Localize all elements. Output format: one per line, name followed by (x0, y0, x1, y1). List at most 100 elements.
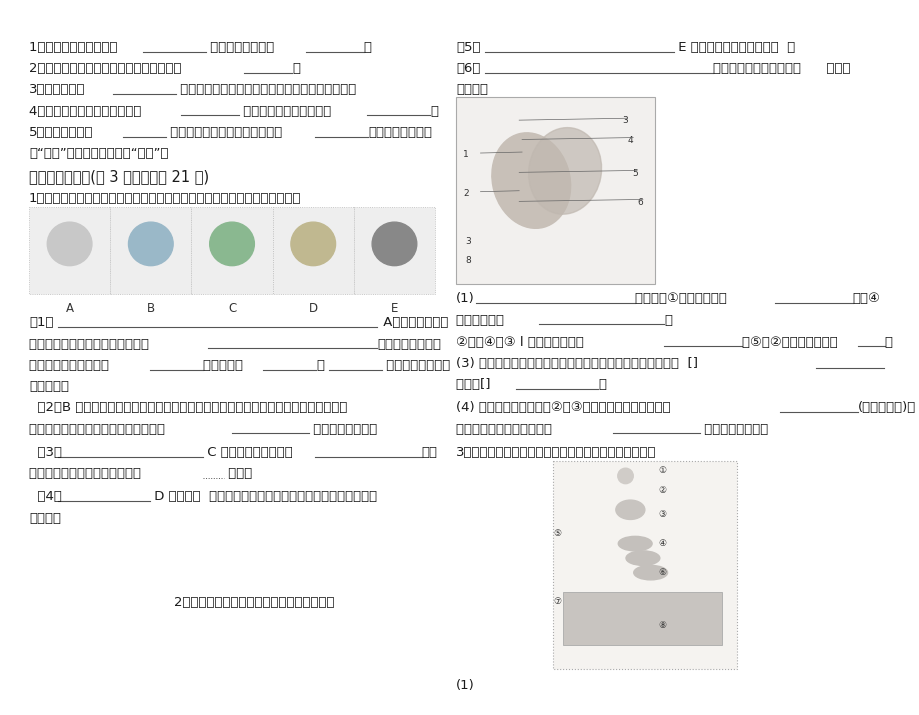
Bar (552, 461, 736, 669)
Text: ⑦: ⑦ (553, 597, 562, 606)
Text: 三、识图分析题(共 3 个小题，共 21 分): 三、识图分析题(共 3 个小题，共 21 分) (29, 169, 209, 184)
Bar (110, 207, 191, 294)
Ellipse shape (618, 536, 652, 551)
Text: ④: ④ (657, 539, 665, 548)
Bar (562, 592, 721, 645)
Text: ⑧: ⑧ (657, 621, 665, 630)
Text: ，: ， (363, 41, 371, 54)
Text: ；前肢变成: ；前肢变成 (203, 359, 247, 372)
Text: 达，牽动两翅完成: 达，牽动两翅完成 (381, 359, 449, 372)
Text: (3) 人体血液循环分为体循环和肺循环，其中肺循环的起点是  []: (3) 人体血液循环分为体循环和肺循环，其中肺循环的起点是 [] (456, 357, 706, 370)
Text: (1): (1) (456, 292, 474, 305)
Text: B: B (147, 302, 154, 315)
Text: 。: 。 (597, 378, 606, 391)
Text: C 肺不发达，需要借助: C 肺不发达，需要借助 (203, 446, 297, 459)
Text: ⑥: ⑥ (657, 568, 665, 577)
Text: C: C (228, 302, 236, 315)
Bar (456, 97, 653, 284)
Text: 4: 4 (627, 136, 632, 144)
Text: 等作用。: 等作用。 (29, 512, 61, 525)
Text: 3．反射是通过: 3．反射是通过 (29, 84, 85, 97)
Text: (结合或分离)状: (结合或分离)状 (857, 402, 914, 415)
Text: E 在生殖发育方面的特点为  。: E 在生殖发育方面的特点为 。 (673, 41, 794, 54)
Text: ②: ② (657, 485, 665, 495)
Bar (272, 207, 354, 294)
Text: (1): (1) (456, 679, 474, 692)
Text: 飞翔动作。: 飞翔动作。 (29, 380, 69, 393)
Text: 呼吸。: 呼吸。 (224, 467, 253, 480)
Text: 2: 2 (462, 189, 469, 198)
Text: 对外界或内部的各种刺激所发生的有规律的反应。: 对外界或内部的各种刺激所发生的有规律的反应。 (176, 84, 356, 97)
Text: （5）: （5） (456, 41, 481, 54)
Text: 1、图依次为家鲸、鲤鱼、青蛙、蜗虫、大熊猫五种动物，请据图回答问题。: 1、图依次为家鲸、鲤鱼、青蛙、蜗虫、大熊猫五种动物，请据图回答问题。 (29, 192, 301, 204)
Bar (191, 207, 272, 294)
Circle shape (618, 468, 632, 483)
Text: 3: 3 (464, 237, 471, 246)
Text: 。: 。 (430, 104, 437, 118)
Bar (354, 207, 435, 294)
Text: 写字母）: 写字母） (456, 84, 488, 97)
Text: 的“门户”，又是气体交换的“窗口”。: 的“门户”，又是气体交换的“窗口”。 (29, 147, 168, 160)
Text: A类多数能飞翔，: A类多数能飞翔， (379, 317, 448, 330)
Text: ⑤: ⑤ (553, 529, 562, 538)
Text: ；: ； (316, 359, 323, 372)
Text: A: A (65, 302, 74, 315)
Text: 是新鲜的鱼，这是由于鳃里面有丰富的: 是新鲜的鱼，这是由于鳃里面有丰富的 (29, 423, 174, 435)
Ellipse shape (290, 222, 335, 266)
Text: ②图中④和③ l 之间的瓣膜叫做: ②图中④和③ l 之间的瓣膜叫做 (456, 336, 588, 349)
Text: ，可以减小飞行时: ，可以减小飞行时 (377, 337, 440, 350)
Text: D 的体表有  ，具有保护和支持内部柔软器官、防止水分蒸发: D 的体表有 ，具有保护和支持内部柔软器官、防止水分蒸发 (150, 490, 377, 503)
Text: （4）: （4） (29, 490, 62, 503)
Ellipse shape (633, 566, 667, 580)
Text: 5．叶片由表皮、: 5．叶片由表皮、 (29, 126, 94, 139)
Text: 图中体内无脊柱的动物是      （请填: 图中体内无脊柱的动物是 （请填 (711, 62, 849, 75)
Text: (4) 在血液循环过程中，②和③的血液中红细胞与氧处于: (4) 在血液循环过程中，②和③的血液中红细胞与氧处于 (456, 402, 675, 415)
Ellipse shape (47, 222, 92, 266)
Text: 空气的阻力；体表被覆: 空气的阻力；体表被覆 (29, 359, 113, 372)
Ellipse shape (492, 133, 570, 228)
Text: 进行了气体交换。: 进行了气体交换。 (699, 423, 767, 435)
Text: 与其生活相适应的特征有：身体呈: 与其生活相适应的特征有：身体呈 (29, 337, 153, 350)
Text: 叶脉三部分组成，表皮上分布有: 叶脉三部分组成，表皮上分布有 (166, 126, 290, 139)
Text: 终点是[]: 终点是[] (456, 378, 499, 391)
Text: 3、如图表示消化系统结构模式图，据图回答下列问题。: 3、如图表示消化系统结构模式图，据图回答下列问题。 (456, 446, 656, 459)
Text: 态，原因是这条循环途径在: 态，原因是这条循环途径在 (456, 423, 556, 435)
Ellipse shape (129, 222, 173, 266)
Ellipse shape (625, 551, 659, 566)
Ellipse shape (615, 500, 644, 519)
Text: 3: 3 (622, 117, 628, 125)
Text: 1: 1 (462, 150, 469, 159)
Text: 4．人体神经调节的基本方式是: 4．人体神经调节的基本方式是 (29, 104, 145, 118)
Text: ，: ， (291, 62, 300, 75)
Text: 5: 5 (631, 169, 638, 179)
Text: 呼吸，幼体必须生活在水中，用: 呼吸，幼体必须生活在水中，用 (29, 467, 145, 480)
Text: ，它既是蒸腾作用: ，它既是蒸腾作用 (368, 126, 432, 139)
Text: （6）: （6） (456, 62, 481, 75)
Text: 它分泌的消化液叫: 它分泌的消化液叫 (206, 41, 278, 54)
Ellipse shape (371, 222, 416, 266)
Ellipse shape (210, 222, 254, 266)
Text: 。: 。 (664, 313, 672, 327)
Text: ①: ① (657, 466, 665, 475)
Text: D: D (309, 302, 317, 315)
Text: 1．人体最大的消化腺是: 1．人体最大的消化腺是 (29, 41, 121, 54)
Text: 8: 8 (464, 257, 471, 265)
Text: 中流的血液是: 中流的血液是 (456, 313, 508, 327)
Text: 血管④: 血管④ (852, 292, 879, 305)
Text: （2）B 生活在水中，它的呼吸器官是鳃，在市场上买鱼，如果鳃的颜色是鲜红色，则: （2）B 生活在水中，它的呼吸器官是鳃，在市场上买鱼，如果鳃的颜色是鲜红色，则 (29, 402, 347, 415)
Text: 可以进行气体交换: 可以进行气体交换 (309, 423, 377, 435)
Text: ③: ③ (657, 510, 665, 519)
Text: 2、下图是人体心脏结构示意图，请据图回答: 2、下图是人体心脏结构示意图，请据图回答 (174, 596, 335, 608)
Text: （3）: （3） (29, 446, 62, 459)
Text: 。: 。 (884, 336, 891, 349)
Text: （1）: （1） (29, 317, 53, 330)
Text: E: E (391, 302, 398, 315)
Bar (29, 207, 110, 294)
Text: 6: 6 (637, 199, 642, 207)
Ellipse shape (528, 127, 601, 214)
Text: 图中血管①中流的血液是: 图中血管①中流的血液是 (634, 292, 731, 305)
Text: 辅助: 辅助 (421, 446, 437, 459)
Text: 完成该活动的神经结构是: 完成该活动的神经结构是 (239, 104, 335, 118)
Text: 2．保护生物多样性最为有效的措施是建立: 2．保护生物多样性最为有效的措施是建立 (29, 62, 186, 75)
Text: ，⑤和②之间的瓣膜叫做: ，⑤和②之间的瓣膜叫做 (741, 336, 841, 349)
